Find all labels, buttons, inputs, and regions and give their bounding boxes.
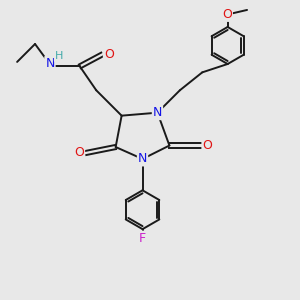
Text: N: N <box>138 152 147 166</box>
Text: H: H <box>55 51 63 61</box>
Text: O: O <box>202 139 212 152</box>
Text: F: F <box>139 232 146 244</box>
Text: N: N <box>45 57 55 70</box>
Text: O: O <box>104 48 114 61</box>
Text: O: O <box>222 8 232 21</box>
Text: N: N <box>153 106 162 119</box>
Text: O: O <box>74 146 84 160</box>
